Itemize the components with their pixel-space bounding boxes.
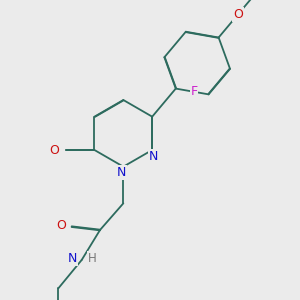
Text: F: F (190, 85, 197, 98)
Text: N: N (149, 149, 159, 163)
Text: O: O (50, 143, 59, 157)
Text: H: H (88, 252, 97, 265)
Text: O: O (57, 218, 67, 232)
Text: N: N (117, 166, 126, 179)
Text: N: N (68, 252, 77, 265)
Text: O: O (233, 8, 243, 21)
